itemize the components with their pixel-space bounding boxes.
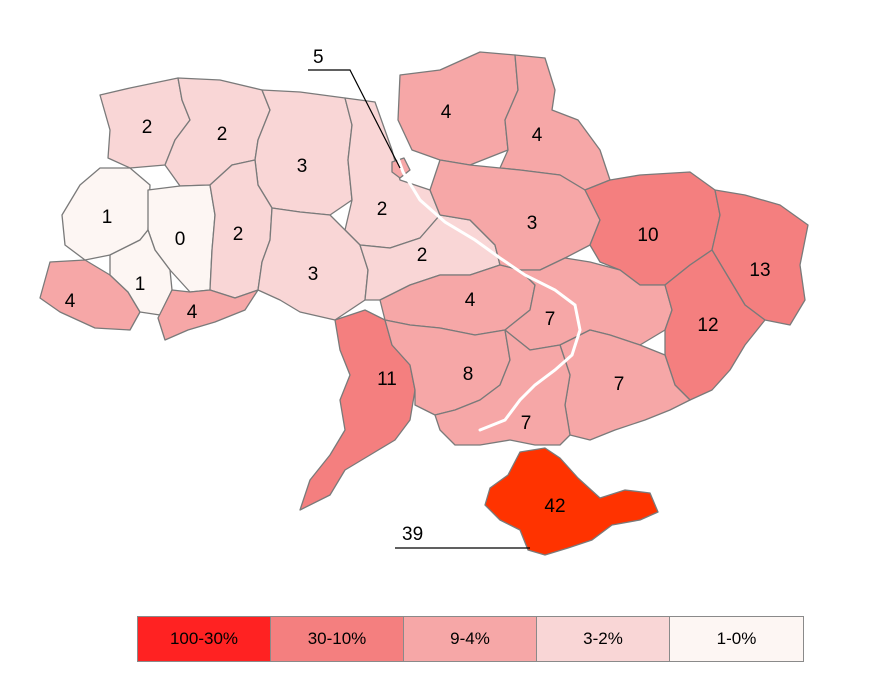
value-luhansk: 13 (749, 260, 770, 281)
value-khmelnytskyi: 2 (233, 224, 244, 245)
region-dnipropetrovsk (504, 257, 673, 351)
legend-item-9-4: 9-4% (404, 617, 537, 661)
region-kherson (434, 329, 571, 446)
value-zhytomyr: 3 (297, 156, 308, 177)
value-poltava: 3 (527, 213, 538, 234)
region-zhytomyr (254, 89, 353, 216)
region-donetsk (664, 249, 766, 401)
value-rivne: 2 (217, 124, 228, 145)
value-dnipropetrovsk: 7 (545, 309, 556, 330)
value-ivano-frankivsk: 1 (135, 274, 146, 295)
value-crimea: 42 (544, 496, 565, 517)
value-sumy: 4 (532, 125, 543, 146)
value-zaporizhzhia: 7 (614, 374, 625, 395)
dnieper-river (386, 108, 582, 432)
legend: 100-30% 30-10% 9-4% 3-2% 1-0% (137, 616, 804, 662)
value-ternopil: 0 (175, 229, 186, 250)
region-chernihiv (397, 51, 519, 166)
callout-sevastopol: 39 (402, 524, 423, 545)
value-chernihiv: 4 (441, 102, 452, 123)
region-chernivtsi (157, 289, 259, 341)
region-vinnytsia (257, 207, 369, 321)
value-kirovohrad: 4 (465, 290, 476, 311)
value-cherkasy: 2 (417, 245, 428, 266)
value-vinnytsia: 3 (308, 264, 319, 285)
value-chernivtsi: 4 (187, 302, 198, 323)
callout-line-kyiv-city (308, 69, 401, 169)
region-zakarpattia (39, 259, 141, 331)
value-volyn: 2 (142, 117, 153, 138)
callout-kyiv-city: 5 (313, 47, 324, 68)
value-mykolaiv: 8 (463, 364, 474, 385)
legend-item-30-10: 30-10% (271, 617, 404, 661)
legend-item-1-0: 1-0% (670, 617, 803, 661)
legend-item-3-2: 3-2% (537, 617, 670, 661)
value-kharkiv: 10 (637, 225, 658, 246)
legend-item-100-30: 100-30% (138, 617, 271, 661)
value-kyiv-oblast: 2 (377, 199, 388, 220)
ukraine-map: 2 2 3 2 4 4 1 0 2 3 2 3 10 13 4 1 4 4 7 … (39, 47, 809, 556)
value-odesa: 11 (377, 369, 397, 390)
region-crimea (484, 447, 659, 556)
value-lviv: 1 (102, 207, 113, 228)
value-donetsk: 12 (697, 315, 718, 336)
value-kherson: 7 (521, 413, 532, 434)
value-zakarpattia: 4 (65, 291, 76, 312)
